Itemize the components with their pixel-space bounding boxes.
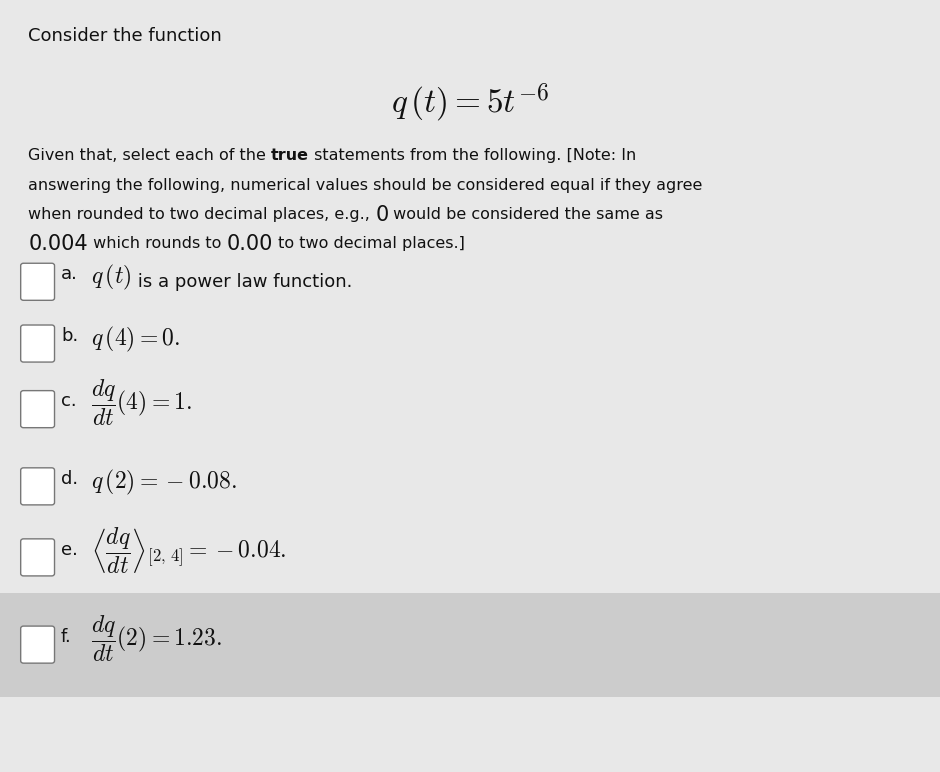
Text: true: true [272,148,309,163]
Text: when rounded to two decimal places, e.g.,: when rounded to two decimal places, e.g.… [28,207,375,222]
Text: $\dfrac{dq}{dt}(4) = 1.$: $\dfrac{dq}{dt}(4) = 1.$ [91,378,192,428]
FancyBboxPatch shape [21,468,55,505]
Text: $q\,(t)$: $q\,(t)$ [91,263,132,293]
FancyBboxPatch shape [21,325,55,362]
Text: would be considered the same as: would be considered the same as [388,207,664,222]
FancyBboxPatch shape [21,391,55,428]
Text: 0: 0 [375,205,388,225]
FancyBboxPatch shape [21,626,55,663]
Text: $\left\langle\dfrac{dq}{dt}\right\rangle_{[2,\,4]} = -0.04.$: $\left\langle\dfrac{dq}{dt}\right\rangle… [91,526,287,577]
FancyBboxPatch shape [0,593,940,696]
Text: b.: b. [61,327,78,345]
Text: $q\,(t) = 5t^{-6}$: $q\,(t) = 5t^{-6}$ [391,81,549,124]
Text: Given that, select each of the: Given that, select each of the [28,148,272,163]
Text: is a power law function.: is a power law function. [132,273,352,291]
Text: $\dfrac{dq}{dt}(2) = 1.23.$: $\dfrac{dq}{dt}(2) = 1.23.$ [91,613,222,664]
Text: c.: c. [61,392,77,411]
Text: Consider the function: Consider the function [28,27,222,45]
Text: d.: d. [61,469,78,488]
FancyBboxPatch shape [21,539,55,576]
Text: $q\,(4) = 0.$: $q\,(4) = 0.$ [91,325,180,354]
Text: e.: e. [61,540,78,559]
Text: 0.00: 0.00 [227,234,273,254]
Text: $q\,(2) = -0.08.$: $q\,(2) = -0.08.$ [91,468,237,497]
Text: which rounds to: which rounds to [87,236,227,251]
Text: 0.004: 0.004 [28,234,87,254]
Text: f.: f. [61,628,71,646]
FancyBboxPatch shape [21,263,55,300]
Text: answering the following, numerical values should be considered equal if they agr: answering the following, numerical value… [28,178,702,192]
Text: a.: a. [61,265,78,283]
Text: statements from the following. [Note: In: statements from the following. [Note: In [309,148,636,163]
Text: to two decimal places.]: to two decimal places.] [273,236,464,251]
